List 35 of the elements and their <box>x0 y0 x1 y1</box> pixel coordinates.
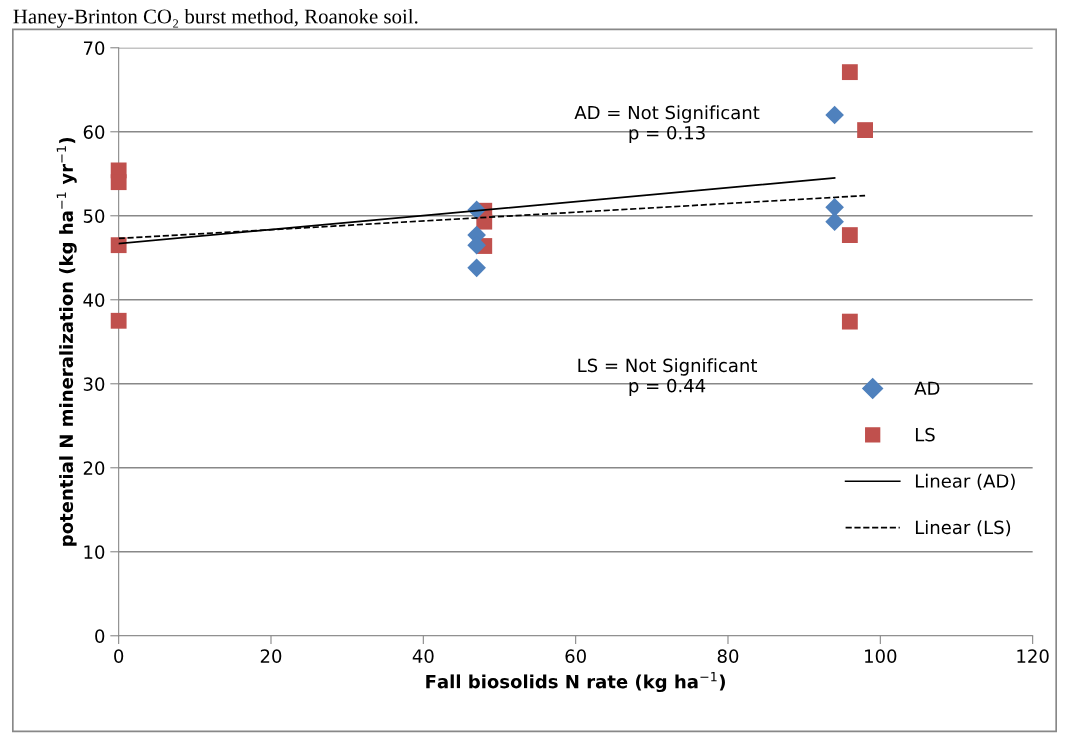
y-tick-label: 20 <box>83 461 105 475</box>
legend-label: Linear (LS) <box>915 520 1011 537</box>
x-tick-label: 20 <box>260 649 282 663</box>
point <box>825 105 844 125</box>
legend-label: AD <box>914 381 940 395</box>
y-tick-label: 50 <box>83 209 105 223</box>
x-tick-label: 80 <box>717 649 739 663</box>
x-tick-label: 0 <box>114 649 124 663</box>
x-axis-title: Fall biosolids N rate (kg ha$^{−1}$) <box>426 672 725 693</box>
x-tick-label: 60 <box>565 649 586 663</box>
point <box>825 212 844 231</box>
point <box>841 313 858 330</box>
point <box>110 174 127 191</box>
y-tick-label: 70 <box>83 41 105 55</box>
x-tick-label: 40 <box>412 649 434 663</box>
legend-label: Linear (AD) <box>915 473 1015 490</box>
point <box>467 258 486 278</box>
x-tick-label: 120 <box>1017 649 1049 663</box>
x-tick-label: 100 <box>865 649 897 663</box>
point <box>841 64 858 81</box>
point <box>825 198 844 217</box>
y-axis-title: potential N mineralization (kg ha$^{−1}$ yr$^{−1}$) <box>56 137 77 546</box>
point <box>857 122 874 139</box>
y-tick-label: 60 <box>83 125 105 139</box>
point <box>110 237 127 254</box>
point <box>841 227 858 244</box>
y-tick-label: 40 <box>83 293 105 307</box>
y-tick-label: 0 <box>95 629 105 643</box>
annotation: LS = Not Significant p = 0.44 <box>578 358 758 396</box>
annotation: AD = Not Significant p = 0.13 <box>574 105 760 144</box>
chart-title: Haney-Brinton CO₂ burst method, Roanoke soil. <box>13 8 418 28</box>
legend-label: LS <box>915 427 935 442</box>
y-tick-label: 30 <box>83 377 105 391</box>
point <box>110 312 127 329</box>
y-tick-label: 10 <box>84 545 105 559</box>
